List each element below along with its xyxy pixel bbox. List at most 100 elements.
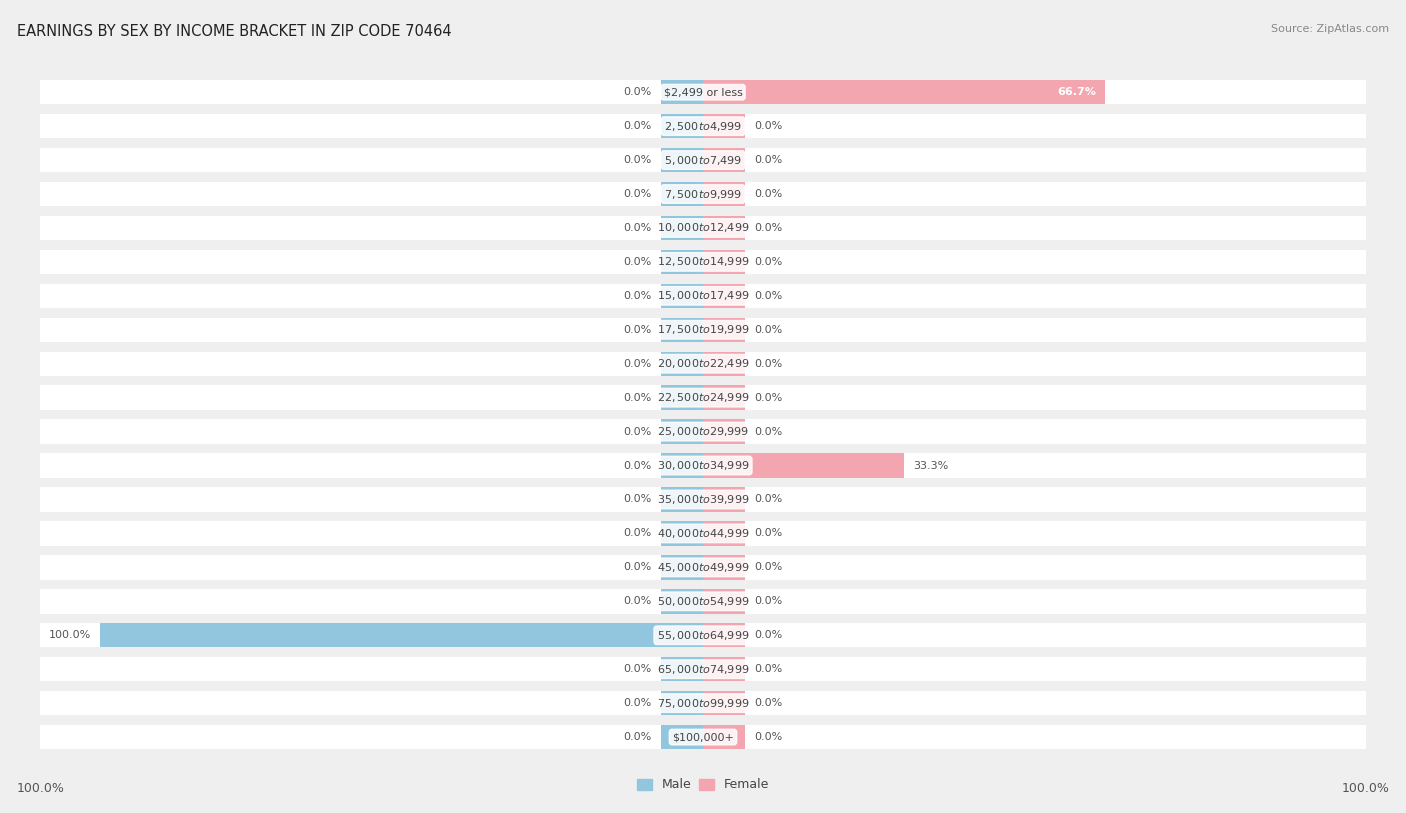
Bar [41,521,1365,546]
Bar [703,250,745,274]
Bar [661,385,703,410]
Bar [661,657,703,681]
Bar [703,420,745,444]
Text: $35,000 to $39,999: $35,000 to $39,999 [657,493,749,506]
Text: $15,000 to $17,499: $15,000 to $17,499 [657,289,749,302]
Text: 0.0%: 0.0% [623,460,652,471]
Bar [661,284,703,308]
Bar [703,351,745,376]
Bar [661,420,703,444]
Bar [41,182,1365,207]
Bar [41,657,1365,681]
Bar [703,284,745,308]
Text: 0.0%: 0.0% [623,87,652,98]
Legend: Male, Female: Male, Female [631,773,775,797]
Text: $5,000 to $7,499: $5,000 to $7,499 [664,154,742,167]
Bar [41,691,1365,715]
Bar [41,148,1365,172]
Bar [703,725,745,750]
Text: $65,000 to $74,999: $65,000 to $74,999 [657,663,749,676]
Text: $17,500 to $19,999: $17,500 to $19,999 [657,324,749,337]
Text: 0.0%: 0.0% [623,324,652,335]
Text: $25,000 to $29,999: $25,000 to $29,999 [657,425,749,438]
Text: 0.0%: 0.0% [754,291,783,301]
Bar [661,725,703,750]
Text: 0.0%: 0.0% [754,698,783,708]
Text: EARNINGS BY SEX BY INCOME BRACKET IN ZIP CODE 70464: EARNINGS BY SEX BY INCOME BRACKET IN ZIP… [17,24,451,39]
Bar [41,454,1365,478]
Bar [703,454,904,478]
Text: 0.0%: 0.0% [754,189,783,199]
Text: 100.0%: 100.0% [17,782,65,795]
Text: 0.0%: 0.0% [754,528,783,538]
Text: 0.0%: 0.0% [754,630,783,641]
Bar [41,215,1365,240]
Bar [703,318,745,342]
Text: $20,000 to $22,499: $20,000 to $22,499 [657,357,749,370]
Bar [661,114,703,138]
Bar [41,351,1365,376]
Text: 0.0%: 0.0% [623,121,652,131]
Bar [41,284,1365,308]
Text: 0.0%: 0.0% [754,324,783,335]
Bar [661,318,703,342]
Bar [661,589,703,614]
Bar [703,555,745,580]
Bar [703,80,1105,104]
Text: 0.0%: 0.0% [754,494,783,505]
Bar [703,487,745,511]
Bar [41,589,1365,614]
Bar [661,182,703,207]
Text: $50,000 to $54,999: $50,000 to $54,999 [657,595,749,608]
Bar [41,623,1365,647]
Bar [41,555,1365,580]
Bar [661,691,703,715]
Bar [41,420,1365,444]
Text: 0.0%: 0.0% [754,664,783,674]
Bar [41,318,1365,342]
Bar [41,114,1365,138]
Text: $45,000 to $49,999: $45,000 to $49,999 [657,561,749,574]
Text: 0.0%: 0.0% [623,664,652,674]
Bar [703,691,745,715]
Text: 0.0%: 0.0% [623,732,652,742]
Text: 66.7%: 66.7% [1057,87,1095,98]
Bar [661,351,703,376]
Bar [41,250,1365,274]
Text: $12,500 to $14,999: $12,500 to $14,999 [657,255,749,268]
Text: 0.0%: 0.0% [623,155,652,165]
Text: 0.0%: 0.0% [623,494,652,505]
Text: 0.0%: 0.0% [623,393,652,402]
Bar [41,80,1365,104]
Text: 0.0%: 0.0% [623,563,652,572]
Text: 0.0%: 0.0% [754,359,783,369]
Bar [100,623,703,647]
Text: 100.0%: 100.0% [49,630,91,641]
Text: 100.0%: 100.0% [1341,782,1389,795]
Bar [703,182,745,207]
Text: 0.0%: 0.0% [623,528,652,538]
Text: $22,500 to $24,999: $22,500 to $24,999 [657,391,749,404]
Text: 0.0%: 0.0% [623,257,652,267]
Text: $75,000 to $99,999: $75,000 to $99,999 [657,697,749,710]
Bar [661,521,703,546]
Text: 0.0%: 0.0% [623,359,652,369]
Text: 0.0%: 0.0% [754,121,783,131]
Text: 0.0%: 0.0% [754,563,783,572]
Text: $10,000 to $12,499: $10,000 to $12,499 [657,221,749,234]
Text: 0.0%: 0.0% [754,393,783,402]
Bar [703,148,745,172]
Text: 33.3%: 33.3% [912,460,948,471]
Bar [661,487,703,511]
Text: $2,500 to $4,999: $2,500 to $4,999 [664,120,742,133]
Text: 0.0%: 0.0% [754,427,783,437]
Bar [703,114,745,138]
Bar [703,589,745,614]
Bar [661,555,703,580]
Text: $30,000 to $34,999: $30,000 to $34,999 [657,459,749,472]
Bar [703,521,745,546]
Text: $40,000 to $44,999: $40,000 to $44,999 [657,527,749,540]
Bar [703,215,745,240]
Text: 0.0%: 0.0% [754,223,783,233]
Bar [661,454,703,478]
